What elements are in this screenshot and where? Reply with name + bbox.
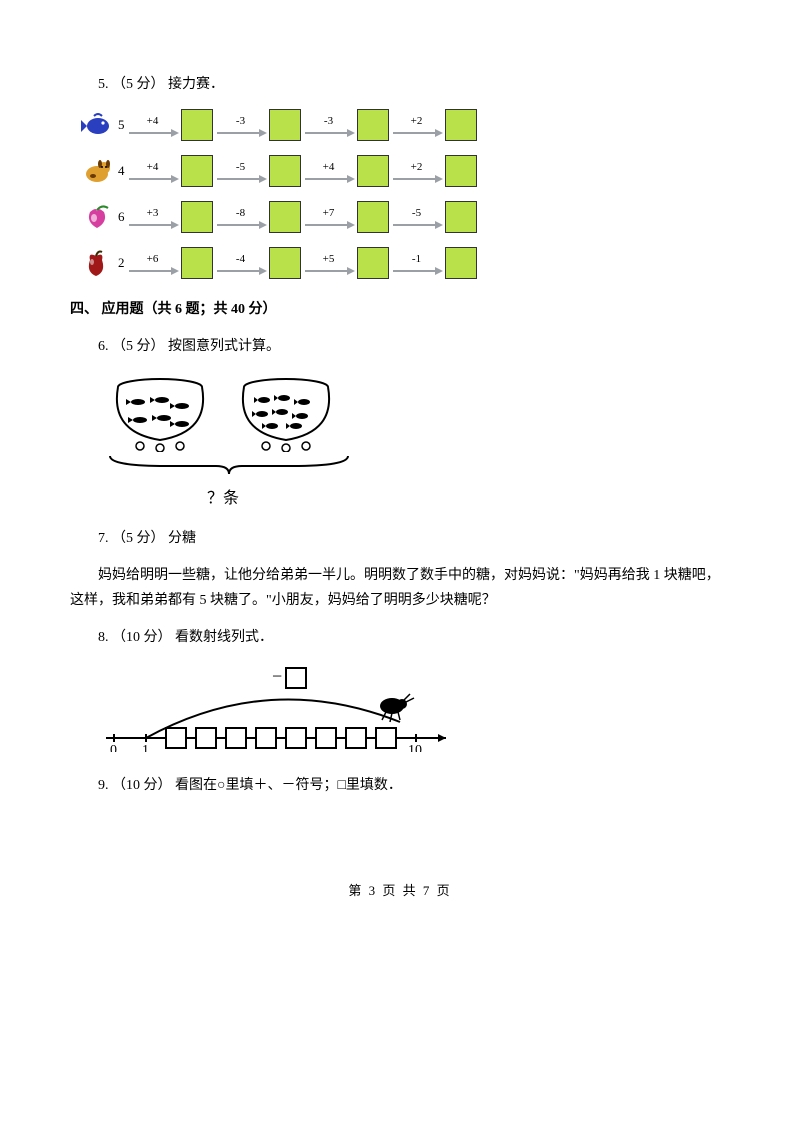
relay-arrow: +6 [125,250,181,276]
relay-arrow: +4 [301,158,357,184]
answer-box[interactable] [445,247,477,279]
relay-row: 2+6-4+5-1 [80,247,730,279]
relay-arrow: +4 [125,112,181,138]
relay-arrow: -1 [389,250,445,276]
relay-arrow: +3 [125,204,181,230]
relay-arrow: +7 [301,204,357,230]
answer-box[interactable] [445,109,477,141]
relay-arrow: -5 [389,204,445,230]
relay-container: 5+4-3-3+24+4-5+4+26+3-8+7-52+6-4+5-1 [70,109,730,279]
q6-title: 6. （5 分） 按图意列式计算。 [70,334,730,359]
answer-box[interactable] [357,155,389,187]
fishbowl-right-image [226,372,346,452]
answer-box[interactable] [181,109,213,141]
relay-row: 6+3-8+7-5 [80,201,730,233]
q6-label: ？条 [100,485,346,514]
svg-text:−: − [272,666,282,686]
q7-body: 妈妈给明明一些糖，让他分给弟弟一半儿。明明数了数手中的糖，对妈妈说："妈妈再给我… [70,563,730,613]
relay-arrow: -5 [213,158,269,184]
answer-box[interactable] [357,201,389,233]
answer-box[interactable] [445,201,477,233]
numberline-image: − 0 1 10 [100,662,460,761]
answer-box[interactable] [269,247,301,279]
answer-box[interactable] [181,201,213,233]
fishbowl-left-image [100,372,220,452]
relay-arrow: +4 [125,158,181,184]
curly-bracket [106,452,352,476]
answer-box[interactable] [269,109,301,141]
relay-arrow: -3 [301,112,357,138]
relay-arrow: -8 [213,204,269,230]
relay-arrow: +2 [389,158,445,184]
answer-box[interactable] [181,247,213,279]
q7-title: 7. （5 分） 分糖 [70,526,730,551]
answer-box[interactable] [357,109,389,141]
answer-box[interactable] [181,155,213,187]
section-4-title: 四、 应用题（共 6 题；共 40 分） [70,297,730,322]
dog-icon [80,156,114,186]
relay-row: 4+4-5+4+2 [80,155,730,187]
fish-icon [80,110,114,140]
relay-arrow: +2 [389,112,445,138]
relay-arrow: +5 [301,250,357,276]
peach-icon [80,202,114,232]
q9-title: 9. （10 分） 看图在○里填＋、－符号；□里填数． [70,773,730,798]
nl-0: 0 [110,743,117,752]
q5-title: 5. （5 分） 接力赛． [70,72,730,97]
fishbowl-row [100,372,730,452]
nl-10: 10 [408,743,422,752]
relay-row: 5+4-3-3+2 [80,109,730,141]
apple-icon [80,248,114,278]
nl-1: 1 [142,743,149,752]
relay-arrow: -4 [213,250,269,276]
q8-title: 8. （10 分） 看数射线列式． [70,625,730,650]
answer-box[interactable] [269,155,301,187]
answer-box[interactable] [357,247,389,279]
relay-arrow: -3 [213,112,269,138]
answer-box[interactable] [269,201,301,233]
page-footer: 第 3 页 共 7 页 [70,879,730,902]
answer-box[interactable] [445,155,477,187]
